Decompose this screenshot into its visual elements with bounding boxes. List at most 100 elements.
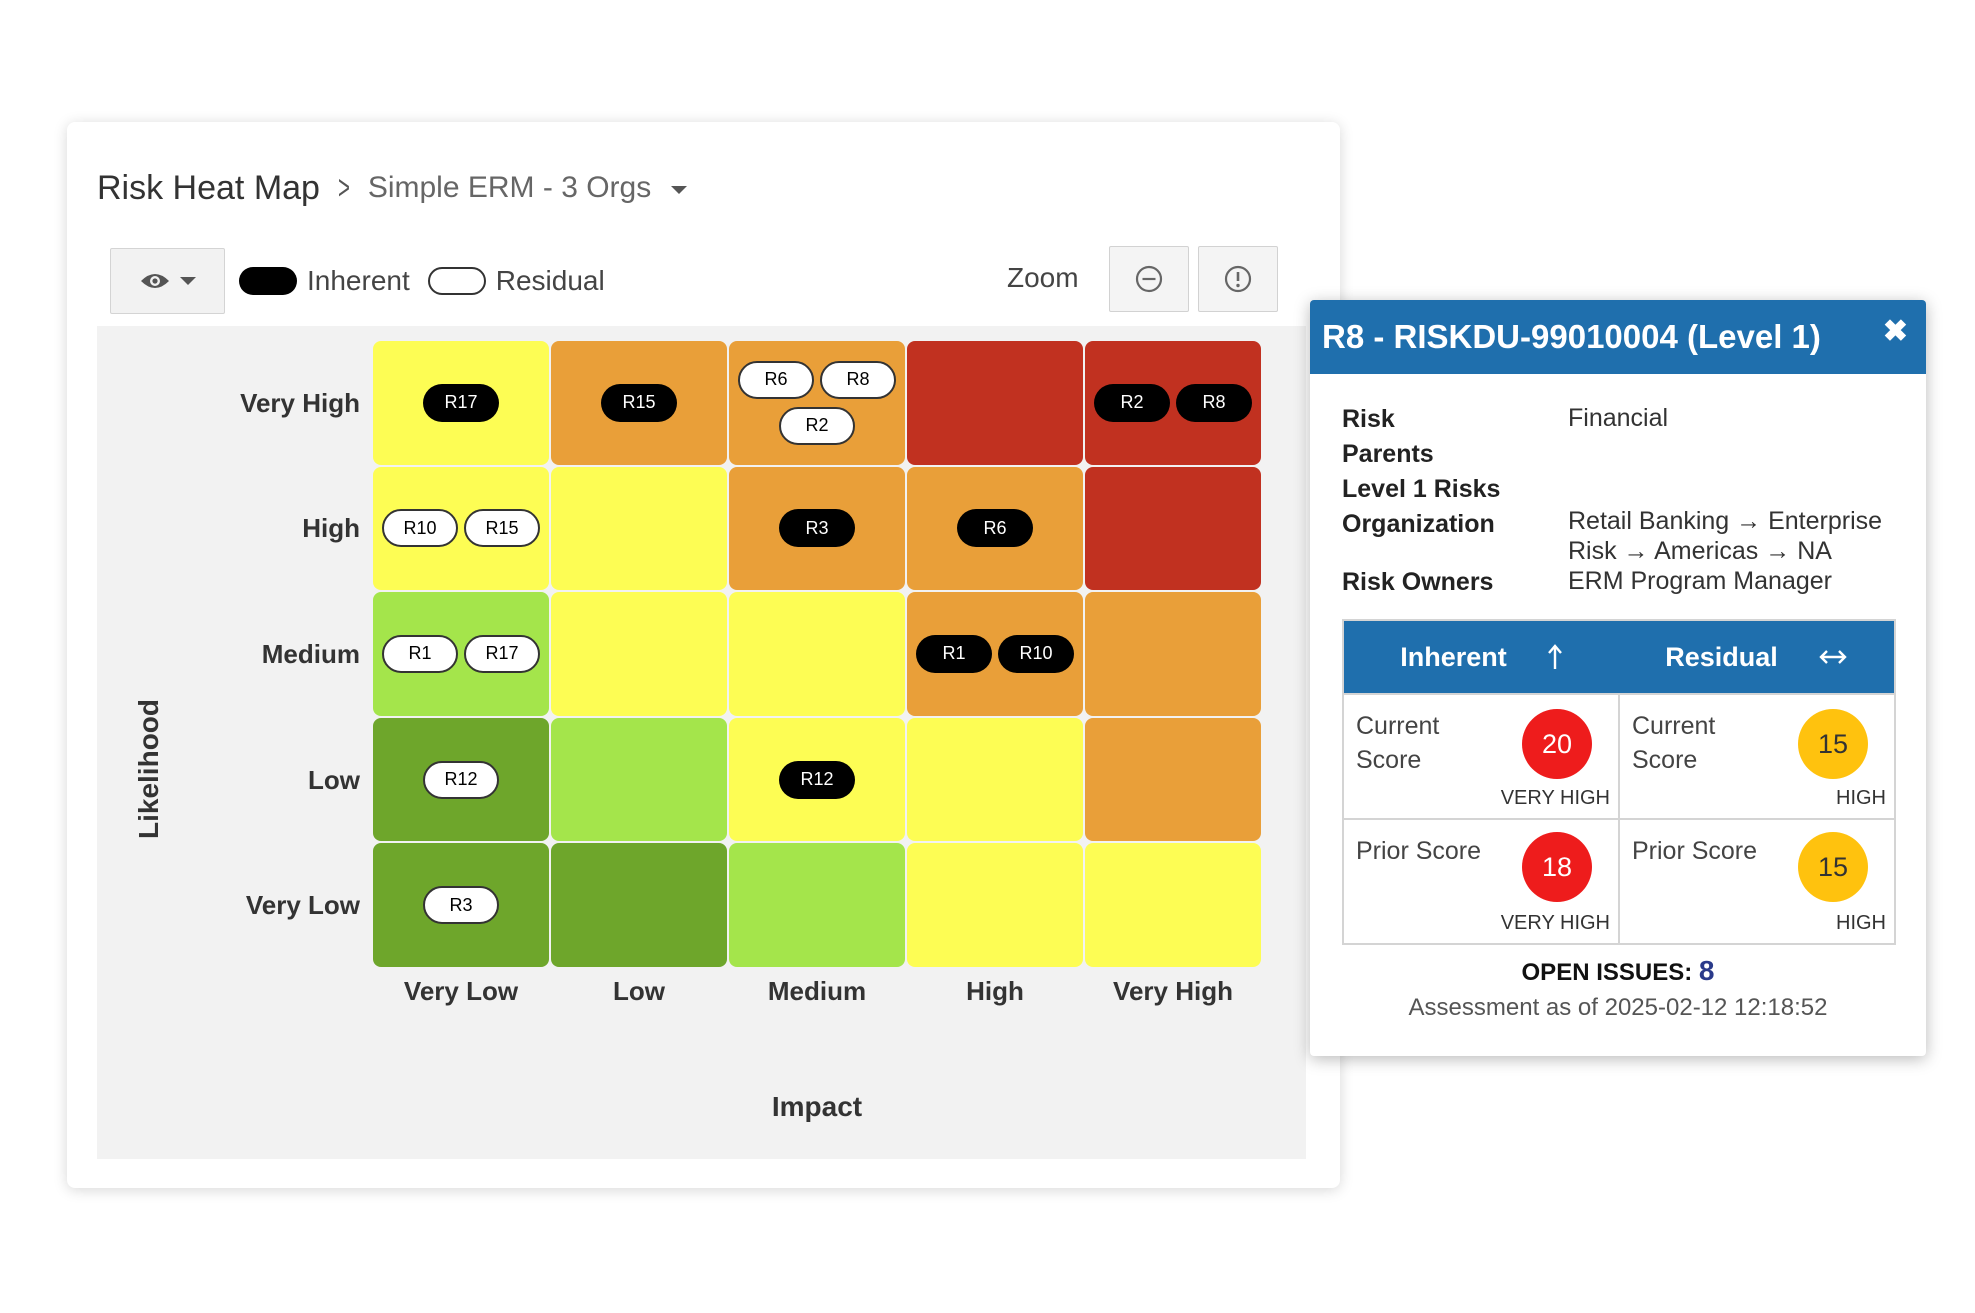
row-label: Very Low	[245, 890, 360, 921]
inherent-risk-marker[interactable]: R10	[998, 634, 1074, 673]
organization-label: Organization	[1342, 510, 1495, 538]
heat-map-cell[interactable]	[907, 717, 1083, 842]
residual-risk-marker[interactable]: R17	[464, 634, 540, 673]
column-label: Very High	[1113, 976, 1233, 1006]
row-label: Medium	[261, 639, 360, 669]
inherent-risk-marker[interactable]: R6	[957, 509, 1033, 548]
open-issues-count[interactable]: 8	[1698, 955, 1715, 986]
heat-map-cell[interactable]	[729, 843, 905, 967]
breadcrumb: Risk Heat Map > Simple ERM - 3 Orgs	[97, 164, 688, 212]
close-icon[interactable]: ✖	[1882, 315, 1908, 348]
residual-risk-marker[interactable]: R1	[382, 634, 458, 673]
eye-icon	[140, 274, 169, 288]
breadcrumb-separator: >	[337, 168, 350, 207]
residual-risk-marker[interactable]: R15	[464, 509, 540, 548]
heat-map-cell[interactable]: R3	[373, 843, 549, 967]
heat-map-cell[interactable]	[1085, 466, 1261, 591]
heat-map-cell[interactable]: R17	[373, 341, 549, 465]
risk-detail-popup: R8 - RISKDU-99010004 (Level 1) ✖ Risk Fi…	[1310, 300, 1926, 1056]
risk-value: Financial	[1568, 404, 1669, 432]
open-issues: OPEN ISSUES: 8	[1310, 955, 1926, 987]
zoom-out-button[interactable]	[1109, 246, 1189, 312]
row-label: Low	[308, 764, 360, 795]
inherent-risk-marker[interactable]: R2	[1094, 383, 1170, 422]
left-right-arrow-icon	[1819, 650, 1847, 664]
chevron-down-icon[interactable]	[671, 186, 688, 194]
heat-map-cell[interactable]	[907, 341, 1083, 465]
heat-map-cell[interactable]	[551, 717, 727, 842]
column-label: Low	[613, 976, 665, 1006]
column-label: Medium	[767, 976, 867, 1006]
inherent-risk-marker[interactable]: R12	[779, 760, 855, 799]
heat-map-cell[interactable]: R3	[729, 466, 905, 591]
inherent-legend-label[interactable]: Inherent	[307, 265, 410, 296]
heat-map-cell[interactable]	[907, 843, 1083, 967]
inherent-risk-marker[interactable]: R8	[1176, 383, 1252, 422]
view-options-button[interactable]	[110, 248, 225, 314]
residual-column-header[interactable]: Residual	[1619, 621, 1894, 693]
heat-map-cell[interactable]	[551, 843, 727, 967]
residual-prior-cell: Prior Score 15 HIGH	[1618, 820, 1894, 943]
heat-map-cell[interactable]: R12	[729, 717, 905, 842]
score-badge: 15	[1798, 832, 1868, 902]
score-label: Prior Score	[1632, 837, 1758, 865]
score-level: VERY HIGH	[1500, 787, 1610, 809]
sort-up-arrow-icon	[1547, 644, 1562, 669]
chevron-down-icon	[179, 277, 196, 285]
residual-risk-marker[interactable]: R12	[423, 760, 499, 799]
inherent-risk-marker[interactable]: R15	[601, 383, 677, 422]
risk-owners-label: Risk Owners	[1342, 568, 1494, 596]
heat-map-cell[interactable]	[1085, 592, 1261, 716]
inherent-column-header[interactable]: Inherent	[1344, 621, 1619, 693]
heat-map-cell[interactable]: R12	[373, 717, 549, 842]
column-label: Very Low	[403, 976, 519, 1006]
score-label: Prior Score	[1356, 837, 1482, 865]
zoom-reset-button[interactable]	[1198, 246, 1278, 312]
heat-map-cell[interactable]: R1 R10	[907, 592, 1083, 716]
prior-score-row: Prior Score 18 VERY HIGH Prior Score 15 …	[1344, 818, 1894, 943]
score-badge: 18	[1522, 832, 1592, 902]
residual-legend-swatch[interactable]	[427, 267, 486, 295]
zoom-out-icon	[1135, 265, 1163, 293]
inherent-risk-marker[interactable]: R1	[916, 634, 992, 673]
heat-map-cell[interactable]	[551, 592, 727, 716]
inherent-current-cell: Current Score 20 VERY HIGH	[1344, 695, 1618, 818]
heat-map-cell[interactable]: R6 R8 R2	[729, 341, 905, 465]
heat-map-cell[interactable]	[729, 592, 905, 716]
current-score-row: Current Score 20 VERY HIGH Current Score…	[1344, 693, 1894, 818]
x-axis-title: Impact	[771, 1091, 863, 1122]
score-level: VERY HIGH	[1500, 912, 1610, 934]
heat-map-cell[interactable]: R10 R15	[373, 466, 549, 591]
info-icon	[1224, 265, 1252, 293]
heat-map-cell[interactable]: R15	[551, 341, 727, 465]
residual-legend-label[interactable]: Residual	[495, 265, 605, 296]
popup-header: R8 - RISKDU-99010004 (Level 1) ✖	[1310, 300, 1926, 374]
heat-map-cell[interactable]	[1085, 843, 1261, 967]
level1-risks-label: Level 1 Risks	[1342, 475, 1501, 503]
heat-map-grid: R17 R15 R6 R8 R2 R2 R8 R10 R15 R3 R6 R1 R17 R1 R10 R12 R…	[372, 340, 1262, 968]
residual-risk-marker[interactable]: R2	[779, 406, 855, 445]
residual-risk-marker[interactable]: R10	[382, 509, 458, 548]
popup-title: R8 - RISKDU-99010004 (Level 1)	[1322, 318, 1821, 355]
zoom-label: Zoom	[1007, 262, 1079, 293]
score-level: HIGH	[1836, 912, 1886, 934]
residual-current-cell: Current Score 15 HIGH	[1618, 695, 1894, 818]
heat-map-cell[interactable]: R2 R8	[1085, 341, 1261, 465]
column-label: High	[966, 976, 1024, 1006]
heat-map-cell[interactable]: R1 R17	[373, 592, 549, 716]
inherent-header-label: Inherent	[1400, 641, 1507, 672]
score-table: Inherent Residual Current Score 20 VERY	[1342, 619, 1896, 945]
score-badge: 20	[1522, 709, 1592, 779]
organization-value: Retail Banking → Enterprise Risk → Ameri…	[1568, 507, 1883, 565]
inherent-legend-swatch[interactable]	[239, 267, 297, 295]
residual-risk-marker[interactable]: R8	[820, 360, 896, 399]
inherent-risk-marker[interactable]: R3	[779, 509, 855, 548]
residual-risk-marker[interactable]: R6	[738, 360, 814, 399]
framework-selector[interactable]: Simple ERM - 3 Orgs	[367, 171, 652, 204]
inherent-risk-marker[interactable]: R17	[423, 383, 499, 422]
heat-map-cell[interactable]: R6	[907, 466, 1083, 591]
residual-risk-marker[interactable]: R3	[423, 886, 499, 925]
heat-map-plot: Likelihood Very High High Medium Low Very Lo…	[97, 326, 1306, 1159]
heat-map-cell[interactable]	[1085, 717, 1261, 842]
heat-map-cell[interactable]	[551, 466, 727, 591]
